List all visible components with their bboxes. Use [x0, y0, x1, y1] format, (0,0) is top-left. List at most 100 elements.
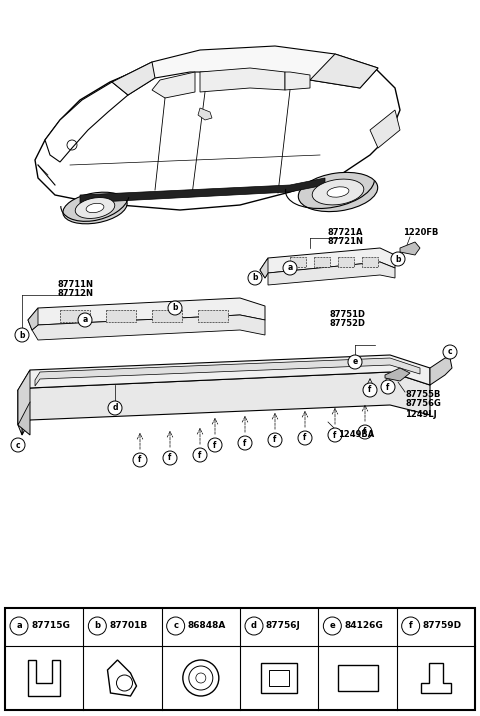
- Text: 1249LJ: 1249LJ: [405, 410, 437, 419]
- Circle shape: [193, 448, 207, 462]
- Polygon shape: [28, 308, 38, 330]
- Circle shape: [108, 401, 122, 415]
- Text: 87756G: 87756G: [405, 399, 441, 408]
- Text: 87715G: 87715G: [31, 621, 70, 631]
- Text: f: f: [213, 440, 216, 450]
- Ellipse shape: [86, 203, 104, 213]
- Polygon shape: [198, 108, 212, 120]
- Circle shape: [248, 271, 262, 285]
- Circle shape: [238, 436, 252, 450]
- Circle shape: [358, 425, 372, 439]
- Text: f: f: [273, 435, 276, 445]
- Bar: [106, 310, 136, 322]
- Text: b: b: [172, 304, 178, 312]
- Circle shape: [348, 355, 362, 369]
- Polygon shape: [112, 62, 155, 95]
- Ellipse shape: [327, 187, 349, 197]
- Text: 87752D: 87752D: [330, 319, 366, 328]
- Bar: [198, 310, 228, 322]
- Bar: [60, 310, 90, 322]
- Bar: [152, 310, 182, 322]
- Text: 1249BA: 1249BA: [338, 430, 374, 439]
- Text: f: f: [303, 433, 307, 442]
- Text: 84126G: 84126G: [344, 621, 383, 631]
- Circle shape: [11, 438, 25, 452]
- Polygon shape: [22, 372, 430, 435]
- Text: f: f: [409, 621, 412, 631]
- Text: f: f: [243, 438, 247, 448]
- Circle shape: [391, 252, 405, 266]
- Circle shape: [167, 617, 185, 635]
- Polygon shape: [268, 262, 395, 285]
- Circle shape: [245, 617, 263, 635]
- Text: f: f: [138, 455, 142, 465]
- Circle shape: [328, 428, 342, 442]
- Text: a: a: [288, 263, 293, 273]
- Polygon shape: [260, 258, 268, 278]
- Text: b: b: [95, 621, 100, 631]
- Polygon shape: [430, 358, 452, 385]
- Polygon shape: [18, 355, 430, 402]
- Polygon shape: [400, 242, 420, 255]
- Polygon shape: [35, 358, 420, 386]
- Polygon shape: [80, 178, 325, 203]
- Polygon shape: [32, 315, 265, 340]
- Circle shape: [163, 451, 177, 465]
- Text: c: c: [173, 621, 178, 631]
- Text: f: f: [333, 430, 336, 440]
- Text: a: a: [83, 316, 88, 324]
- Polygon shape: [18, 370, 30, 425]
- Circle shape: [78, 313, 92, 327]
- Circle shape: [298, 431, 312, 445]
- Ellipse shape: [312, 179, 364, 205]
- Polygon shape: [200, 68, 285, 92]
- Text: e: e: [352, 357, 358, 367]
- Bar: [362, 257, 378, 267]
- Text: e: e: [329, 621, 335, 631]
- Circle shape: [10, 617, 28, 635]
- Text: 87701B: 87701B: [109, 621, 147, 631]
- Polygon shape: [385, 368, 410, 381]
- Circle shape: [208, 438, 222, 452]
- Circle shape: [402, 617, 420, 635]
- Text: 87759D: 87759D: [423, 621, 462, 631]
- Polygon shape: [370, 110, 400, 148]
- Bar: [314, 257, 330, 267]
- Text: f: f: [363, 427, 367, 437]
- Polygon shape: [45, 82, 128, 162]
- Bar: [269, 670, 289, 686]
- Text: 87751D: 87751D: [330, 310, 366, 319]
- Circle shape: [268, 433, 282, 447]
- Text: d: d: [251, 621, 257, 631]
- Circle shape: [88, 617, 107, 635]
- Bar: [5, 608, 475, 710]
- Polygon shape: [35, 48, 400, 210]
- Text: 1220FB: 1220FB: [403, 228, 438, 237]
- Text: 87711N: 87711N: [58, 280, 94, 289]
- Text: b: b: [395, 254, 401, 263]
- Polygon shape: [285, 72, 310, 90]
- Text: b: b: [252, 274, 258, 283]
- Text: f: f: [386, 382, 390, 392]
- Text: 87721N: 87721N: [328, 237, 364, 246]
- Text: d: d: [112, 404, 118, 412]
- Ellipse shape: [298, 173, 378, 212]
- Circle shape: [381, 380, 395, 394]
- Text: 87721A: 87721A: [328, 228, 363, 237]
- Text: 87756J: 87756J: [266, 621, 301, 631]
- Polygon shape: [112, 46, 378, 95]
- Circle shape: [324, 617, 341, 635]
- Text: 87755B: 87755B: [405, 390, 440, 399]
- Text: f: f: [368, 385, 372, 395]
- Text: 86848A: 86848A: [188, 621, 226, 631]
- Text: f: f: [198, 450, 202, 460]
- Polygon shape: [152, 72, 195, 98]
- Bar: [261, 663, 297, 693]
- Text: c: c: [448, 347, 452, 357]
- Polygon shape: [310, 54, 378, 88]
- Circle shape: [168, 301, 182, 315]
- Bar: [290, 257, 306, 267]
- Polygon shape: [28, 298, 265, 330]
- Bar: [338, 257, 354, 267]
- Circle shape: [443, 345, 457, 359]
